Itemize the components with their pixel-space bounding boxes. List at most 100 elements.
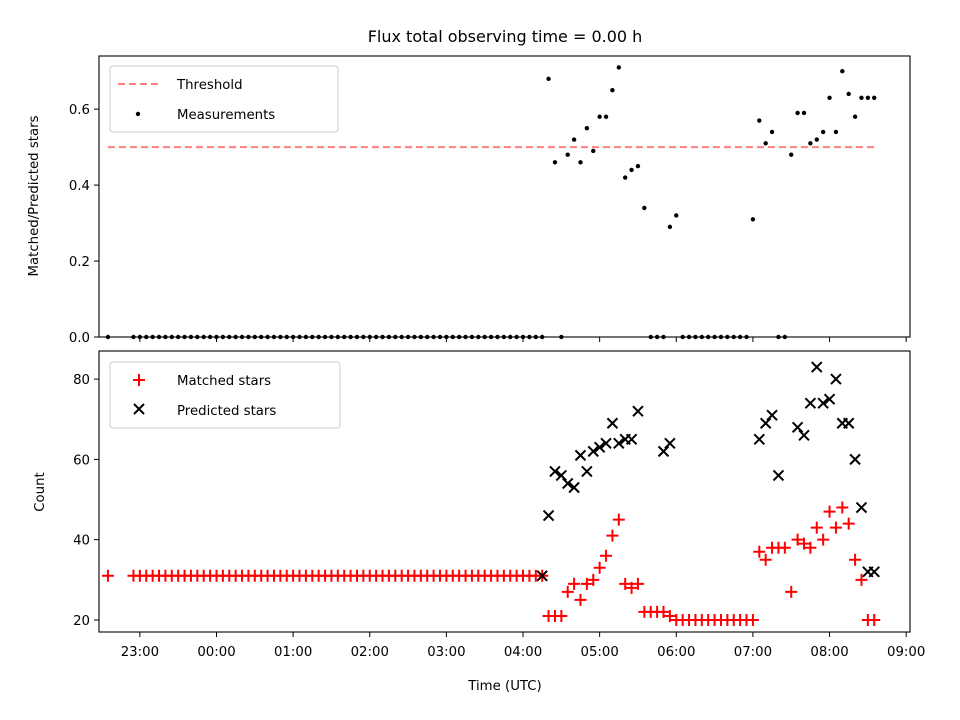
measurement-point xyxy=(801,110,807,116)
measurement-point xyxy=(290,334,296,340)
predicted-star-point xyxy=(632,405,644,417)
measurement-point xyxy=(246,334,251,340)
measurement-point xyxy=(674,213,679,218)
matched-star-point xyxy=(593,561,606,574)
measurement-point xyxy=(699,334,705,340)
measurement-point xyxy=(584,125,590,131)
measurement-point xyxy=(667,224,673,230)
predicted-star-point xyxy=(791,421,804,433)
top-axes: 0.0 0.2 0.4 0.6 Matched/Predicted stars Thr… xyxy=(27,55,911,346)
measurement-point xyxy=(495,334,500,340)
predicted-star-point xyxy=(817,397,829,409)
measurement-point xyxy=(322,334,328,340)
legend-matched-label: Matched stars xyxy=(177,374,271,389)
matched-star-point xyxy=(568,577,581,590)
matched-star-point xyxy=(606,529,619,542)
measurement-point xyxy=(488,334,494,340)
legend-threshold-label: Threshold xyxy=(176,78,243,93)
measurement-point xyxy=(846,91,851,97)
measurement-point xyxy=(175,334,181,340)
x-tick-label: 23:00 xyxy=(121,645,159,660)
measurement-point xyxy=(616,65,622,70)
measurement-point xyxy=(731,334,736,340)
measurement-point xyxy=(872,95,877,100)
chart-title: Flux total observing time = 0.00 h xyxy=(368,27,643,46)
predicted-star-point xyxy=(798,429,810,442)
matched-star-point xyxy=(657,605,670,618)
matched-star-point xyxy=(868,613,881,626)
matched-star-point xyxy=(829,521,842,534)
legend-matched-marker xyxy=(133,374,145,386)
measurement-point xyxy=(833,129,839,135)
measurement-point xyxy=(757,118,762,123)
predicted-star-point xyxy=(593,441,606,454)
measurement-point xyxy=(597,114,602,119)
predicted-star-point xyxy=(587,445,599,458)
predicted-star-point xyxy=(574,449,587,462)
measurement-point xyxy=(188,334,194,340)
measurement-point xyxy=(329,334,334,340)
measurement-point xyxy=(591,148,596,154)
measurement-point xyxy=(712,334,717,340)
bottom-y-axis-label: Count xyxy=(33,472,48,512)
measurement-point xyxy=(233,334,238,340)
predicted-star-point xyxy=(772,469,785,482)
measurement-point xyxy=(265,334,270,340)
measurement-point xyxy=(252,334,258,340)
legend-predicted-label: Predicted stars xyxy=(177,404,276,419)
matched-star-point xyxy=(625,581,638,594)
matched-star-point xyxy=(823,505,836,518)
legend-predicted-marker xyxy=(133,403,145,415)
measurement-point xyxy=(373,334,379,340)
matched-star-point xyxy=(746,613,759,626)
measurement-point xyxy=(348,334,353,340)
measurement-point xyxy=(750,217,756,222)
measurement-point xyxy=(852,114,858,119)
measurement-point xyxy=(284,334,289,340)
measurement-point xyxy=(482,334,487,340)
predicted-star-point xyxy=(842,417,855,429)
top-axes-data xyxy=(105,65,877,340)
predicted-star-point xyxy=(868,566,880,578)
bottom-axes-frame xyxy=(98,350,911,633)
top-legend-frame xyxy=(109,65,339,133)
predicted-star-point xyxy=(753,433,766,446)
predicted-star-point xyxy=(855,501,868,514)
measurement-point xyxy=(456,334,462,340)
measurement-point xyxy=(514,334,519,340)
measurement-point xyxy=(201,334,206,340)
measurement-point xyxy=(527,334,532,340)
matched-star-point xyxy=(631,577,644,590)
y-tick-label: 0.6 xyxy=(69,103,90,118)
y-tick-label: 60 xyxy=(73,453,90,468)
predicted-star-point xyxy=(811,361,823,373)
matched-star-point xyxy=(778,541,791,554)
bottom-legend-frame xyxy=(109,361,341,429)
measurement-point xyxy=(207,334,213,340)
measurement-point xyxy=(169,334,174,340)
measurement-point xyxy=(725,334,730,340)
predicted-star-point xyxy=(804,397,817,409)
measurement-point xyxy=(559,334,564,340)
y-tick-label: 0.2 xyxy=(69,255,90,270)
measurement-point xyxy=(552,160,558,165)
matched-star-point xyxy=(804,541,817,554)
matched-star-point xyxy=(663,609,676,622)
y-tick-label: 0.0 xyxy=(69,331,90,346)
measurement-point xyxy=(635,163,641,169)
predicted-star-point xyxy=(823,393,836,405)
measurement-point xyxy=(814,137,819,142)
measurement-point xyxy=(789,152,794,157)
measurement-point xyxy=(463,334,468,340)
matched-star-point xyxy=(842,517,855,530)
matched-star-point xyxy=(555,609,568,622)
measurement-point xyxy=(610,87,615,93)
measurement-point xyxy=(271,334,277,340)
measurement-point xyxy=(163,334,168,340)
measurement-point xyxy=(361,334,366,340)
x-tick-label: 04:00 xyxy=(504,645,542,660)
measurement-point xyxy=(648,334,653,340)
predicted-star-point xyxy=(581,465,593,478)
measurement-point xyxy=(769,129,775,135)
